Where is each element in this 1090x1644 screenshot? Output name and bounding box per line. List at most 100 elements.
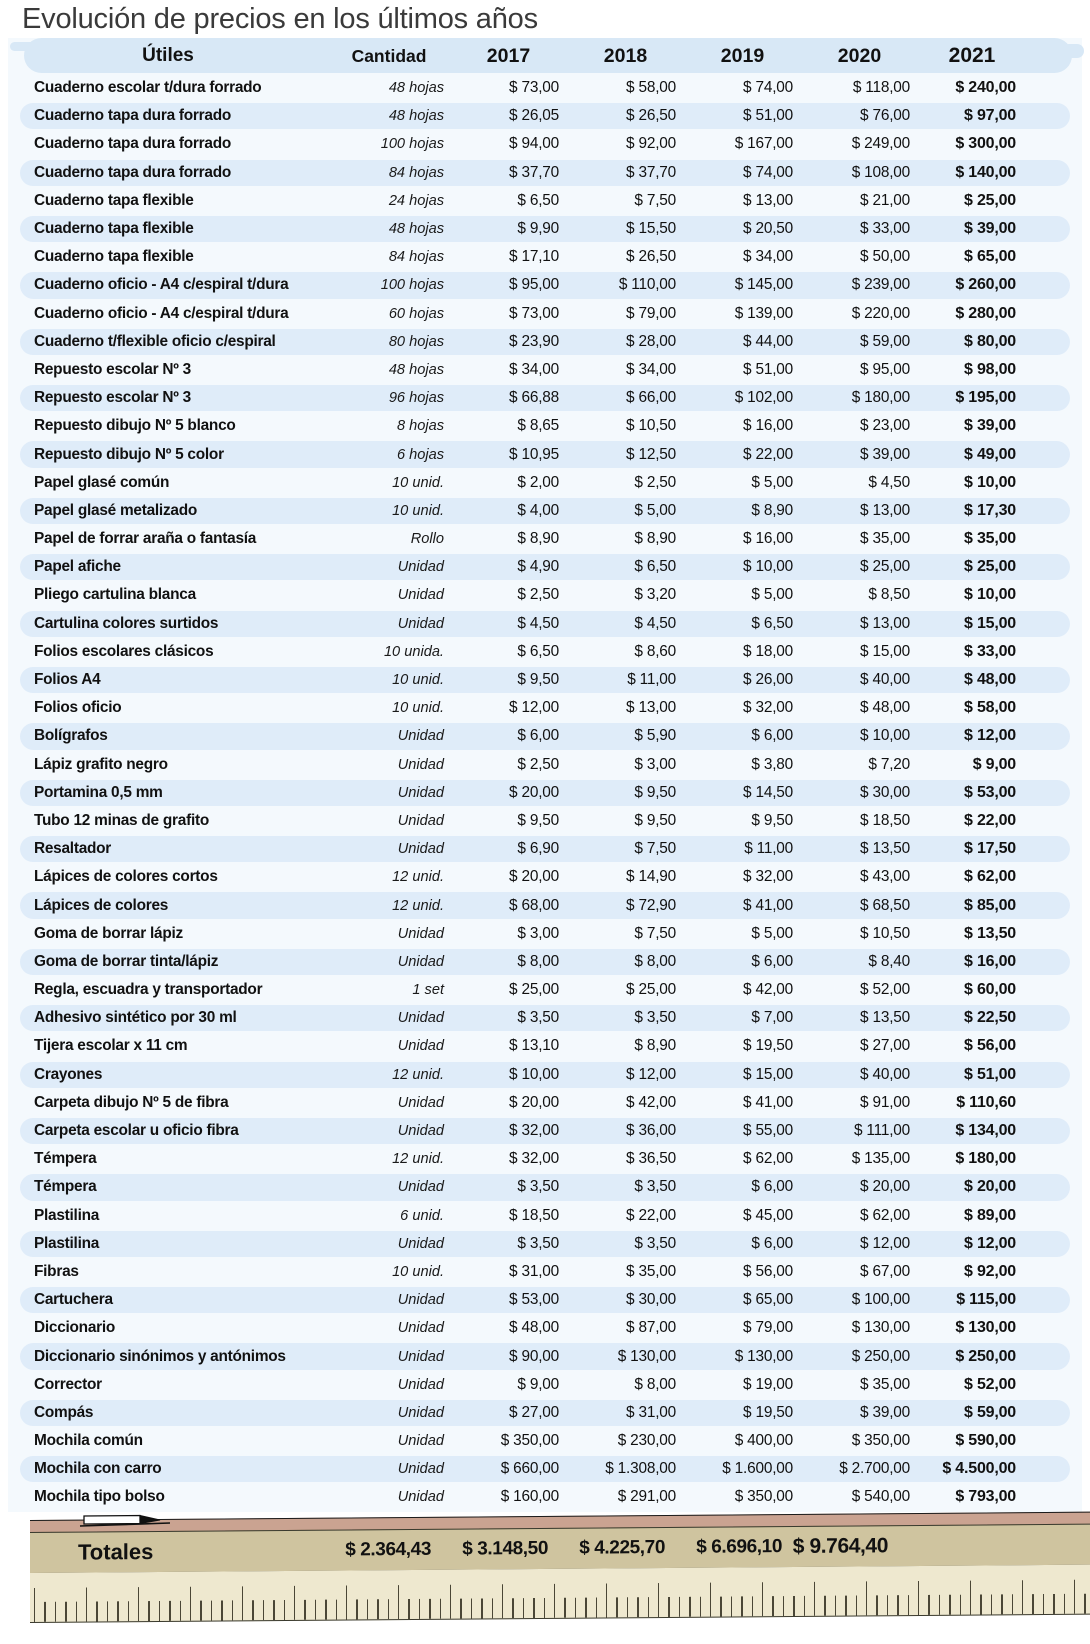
cell-y2018: $ 8,00 — [634, 952, 676, 970]
cell-qty: Unidad — [397, 1489, 444, 1506]
row-highlight-pill — [20, 610, 1070, 637]
cell-y2019: $ 55,00 — [743, 1122, 793, 1140]
title-bar: Evolución de precios en los últimos años — [0, 0, 1090, 38]
cell-name: Lápiz grafito negro — [34, 755, 168, 773]
cell-qty: 96 hojas — [388, 390, 444, 407]
ruler-tick — [138, 1586, 140, 1621]
ruler-tick — [283, 1599, 285, 1620]
column-header-utiles: Útiles — [142, 45, 194, 66]
ruler-tick — [242, 1585, 244, 1620]
cell-y2021: $ 49,00 — [964, 445, 1016, 463]
cell-y2017: $ 10,95 — [509, 445, 559, 463]
totals-2020: $ 6.696,10 — [696, 1535, 782, 1558]
cell-name: Mochila con carro — [34, 1460, 162, 1478]
ruler-tick — [54, 1601, 57, 1622]
cell-y2018: $ 130,00 — [617, 1347, 677, 1365]
table-row: Portamina 0,5 mm Unidad $ 20,00 $ 9,50 $ 14,… — [8, 779, 1082, 807]
cell-qty: 48 hojas — [388, 361, 444, 378]
ruler-tick — [824, 1595, 826, 1616]
cell-y2018: $ 5,90 — [634, 727, 676, 745]
cell-y2017: $ 53,00 — [509, 1291, 559, 1309]
ruler-tick — [585, 1597, 587, 1618]
cell-qty: 6 hojas — [396, 446, 444, 463]
cell-y2019: $ 13,00 — [743, 191, 793, 209]
cell-y2017: $ 350,00 — [500, 1432, 560, 1450]
cell-name: Cuaderno oficio - A4 c/espiral t/dura — [34, 276, 289, 294]
cell-y2020: $ 27,00 — [860, 1037, 910, 1055]
ruler-tick — [1053, 1593, 1055, 1614]
ruler-tick — [179, 1600, 181, 1621]
ruler-tick — [148, 1600, 150, 1621]
cell-qty: 48 hojas — [388, 108, 444, 125]
cell-name: Cuaderno tapa flexible — [34, 191, 194, 209]
cell-y2017: $ 17,10 — [509, 248, 559, 266]
cell-y2019: $ 74,00 — [743, 163, 793, 181]
cell-name: Papel afiche — [34, 558, 121, 576]
table-row: Lápiz grafito negro Unidad $ 2,50 $ 3,00 $ 3… — [8, 751, 1082, 779]
row-highlight-pill — [20, 836, 1070, 863]
cell-y2019: $ 350,00 — [734, 1488, 794, 1506]
cell-name: Tubo 12 minas de grafito — [34, 811, 210, 829]
cell-y2020: $ 249,00 — [851, 135, 911, 153]
ruler-tick — [335, 1599, 337, 1620]
cell-y2017: $ 31,00 — [509, 1262, 559, 1280]
ruler-tick — [346, 1585, 348, 1620]
cell-y2017: $ 20,00 — [509, 783, 559, 801]
cell-y2020: $ 7,20 — [868, 755, 910, 773]
ruler-tick — [637, 1596, 639, 1617]
cell-y2017: $ 2,50 — [517, 755, 559, 773]
cell-y2021: $ 130,00 — [955, 1319, 1016, 1337]
cell-qty: Unidad — [397, 1461, 444, 1478]
cell-y2020: $ 39,00 — [860, 445, 910, 463]
row-highlight-pill — [20, 1456, 1070, 1483]
ruler-tick — [772, 1595, 774, 1616]
cell-y2018: $ 30,00 — [626, 1291, 676, 1309]
cell-y2018: $ 12,50 — [626, 445, 676, 463]
cell-y2021: $ 12,00 — [964, 727, 1016, 745]
cell-y2017: $ 2,50 — [517, 586, 559, 604]
ruler-tick — [210, 1600, 213, 1621]
cell-name: Repuesto escolar Nº 3 — [34, 360, 191, 378]
ruler-tick — [949, 1594, 951, 1615]
cell-y2021: $ 590,00 — [955, 1432, 1016, 1450]
cell-y2021: $ 25,00 — [964, 558, 1016, 576]
ruler-tick — [793, 1595, 795, 1616]
cell-y2020: $ 76,00 — [860, 107, 910, 125]
cell-qty: 12 unid. — [392, 1151, 444, 1168]
ruler-tick — [200, 1600, 202, 1621]
row-highlight-pill — [20, 1061, 1070, 1088]
cell-y2018: $ 6,50 — [634, 558, 676, 576]
table-row: Folios A4 10 unid. $ 9,50 $ 11,00 $ 26,00 $ 4… — [8, 666, 1082, 694]
cell-qty: 84 hojas — [388, 164, 444, 181]
row-highlight-pill — [20, 948, 1070, 975]
cell-y2021: $ 4.500,00 — [942, 1460, 1016, 1478]
cell-y2017: $ 13,10 — [509, 1037, 559, 1055]
table-row: Adhesivo sintético por 30 ml Unidad $ 3,50… — [8, 1004, 1082, 1032]
totals-2019: $ 4.225,70 — [579, 1536, 665, 1559]
cell-y2017: $ 25,00 — [509, 981, 559, 999]
cell-y2018: $ 72,90 — [626, 896, 676, 914]
cell-qty: 84 hojas — [388, 249, 444, 266]
cell-y2019: $ 139,00 — [734, 304, 794, 322]
cell-y2017: $ 4,90 — [517, 558, 559, 576]
cell-qty: 10 unid. — [392, 502, 444, 519]
ruler-tick — [169, 1600, 171, 1621]
cell-y2020: $ 43,00 — [860, 868, 910, 886]
cell-qty: 10 unid. — [392, 474, 444, 491]
cell-y2018: $ 31,00 — [626, 1403, 676, 1421]
cell-qty: Unidad — [397, 587, 444, 604]
ruler-tick — [543, 1597, 545, 1618]
cell-qty: 48 hojas — [388, 221, 444, 238]
cell-y2017: $ 23,90 — [509, 332, 559, 350]
header-pill-shape — [10, 38, 1084, 73]
cell-y2020: $ 4,50 — [868, 473, 910, 491]
ruler-tick — [522, 1597, 525, 1618]
cell-y2021: $ 180,00 — [955, 1150, 1016, 1168]
ruler-tick — [647, 1596, 649, 1617]
ruler-tick — [554, 1583, 556, 1618]
cell-name: Adhesivo sintético por 30 ml — [34, 1009, 237, 1027]
cell-y2019: $ 145,00 — [734, 276, 794, 294]
cell-y2021: $ 48,00 — [964, 671, 1016, 689]
cell-y2019: $ 19,50 — [743, 1403, 793, 1421]
